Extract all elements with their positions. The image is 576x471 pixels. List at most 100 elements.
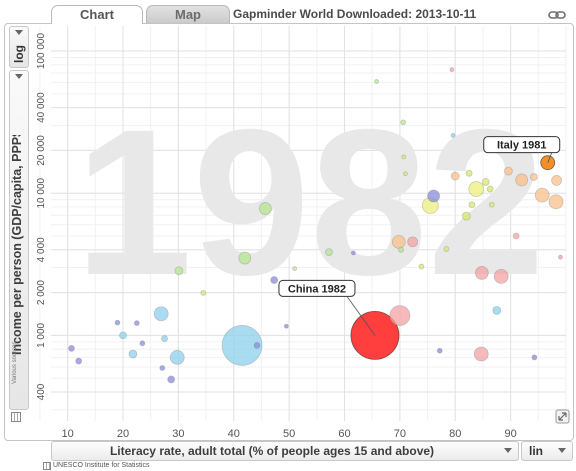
country-bubble[interactable] [481, 178, 490, 186]
bubble-label-text: China 1982 [288, 283, 346, 295]
country-bubble[interactable] [238, 251, 252, 265]
country-bubble[interactable] [449, 67, 455, 73]
country-bubble[interactable] [75, 357, 83, 365]
y-tick-label: 40 000 [36, 92, 47, 123]
country-bubble[interactable] [558, 254, 563, 260]
country-bubble[interactable] [461, 211, 471, 221]
country-bubble[interactable] [407, 236, 419, 248]
country-bubble[interactable] [283, 323, 289, 329]
country-bubble[interactable] [221, 325, 263, 366]
country-bubble[interactable] [515, 173, 529, 187]
country-bubble[interactable] [119, 331, 127, 340]
y-scale-down-icon [15, 30, 23, 35]
y-axis-indicator-selector[interactable] [9, 70, 29, 410]
country-bubble[interactable] [159, 365, 166, 371]
country-bubble[interactable] [450, 133, 456, 138]
x-scale-toggle[interactable]: lin [521, 441, 573, 461]
country-bubble[interactable] [534, 187, 550, 203]
country-bubble[interactable] [512, 232, 520, 240]
country-bubble[interactable] [161, 335, 168, 342]
country-bubble[interactable] [418, 263, 425, 270]
country-bubble[interactable] [465, 169, 473, 177]
country-bubble[interactable] [488, 201, 495, 208]
country-bubble[interactable] [68, 345, 75, 352]
country-bubble[interactable] [403, 171, 408, 177]
country-bubble[interactable] [427, 189, 441, 203]
country-bubble[interactable] [292, 266, 298, 271]
x-axis-title: Literacy rate, adult total (% of people … [109, 444, 435, 458]
country-bubble[interactable] [253, 342, 261, 349]
x-tick-label: 30 [172, 428, 184, 440]
country-bubble[interactable] [270, 276, 279, 284]
tab-chart[interactable]: Chart [51, 5, 143, 24]
tab-map[interactable]: Map [146, 5, 230, 24]
y-scale-toggle[interactable]: log [9, 26, 29, 68]
label-leader-line [547, 152, 553, 163]
country-bubble[interactable] [548, 194, 564, 210]
y-tick-label: 400 [36, 383, 47, 400]
country-bubble[interactable] [551, 175, 562, 186]
country-bubble[interactable] [473, 346, 489, 362]
y-tick-label: 4 000 [36, 237, 47, 262]
y-source-grid-icon[interactable] [11, 412, 21, 422]
country-bubble[interactable] [492, 305, 502, 315]
country-bubble[interactable] [493, 268, 509, 284]
x-tick-label: 80 [449, 428, 461, 440]
x-tick-label: 10 [61, 428, 73, 440]
country-bubble[interactable] [389, 305, 411, 326]
country-bubble[interactable] [443, 246, 450, 252]
country-bubble[interactable] [350, 250, 356, 256]
resize-handle-icon[interactable] [555, 409, 570, 424]
x-tick-label: 20 [117, 428, 129, 440]
country-bubble[interactable] [114, 319, 121, 326]
x-scale-down-icon [558, 448, 566, 453]
country-bubble[interactable] [200, 290, 207, 296]
country-bubble[interactable] [174, 266, 184, 276]
country-bubble[interactable] [468, 201, 476, 209]
country-bubble[interactable] [167, 375, 176, 384]
label-leader-line [346, 296, 376, 336]
bubble-label-box [483, 136, 561, 154]
country-bubble[interactable] [325, 248, 333, 257]
country-bubble[interactable] [529, 173, 538, 181]
country-bubble[interactable] [153, 306, 169, 322]
link-icon[interactable] [548, 8, 566, 20]
country-bubble[interactable] [401, 154, 407, 160]
country-bubble[interactable] [391, 234, 406, 249]
x-tick-label: 40 [228, 428, 240, 440]
country-bubble[interactable] [400, 119, 407, 126]
y-tick-label: 100 000 [36, 33, 47, 70]
country-bubble[interactable] [474, 266, 489, 280]
country-bubble[interactable] [133, 320, 140, 327]
x-tick-label: 50 [283, 428, 295, 440]
y-tick-label: 1 000 [36, 322, 47, 347]
x-axis-down-icon [504, 448, 512, 453]
y-tick-label: 2 000 [36, 280, 47, 305]
country-bubble[interactable] [374, 79, 380, 84]
country-bubble[interactable] [436, 347, 443, 354]
x-tick-labels: 10 20 30 40 50 60 70 80 90 [61, 428, 516, 440]
bubble-label-text: Italy 1981 [497, 140, 547, 152]
country-bubble[interactable] [169, 350, 185, 365]
country-bubble[interactable] [398, 246, 404, 253]
x-tick-label: 70 [394, 428, 406, 440]
x-tick-label: 60 [338, 428, 350, 440]
country-bubble[interactable] [258, 202, 272, 215]
country-bubble[interactable] [486, 185, 494, 193]
country-bubble[interactable] [128, 349, 138, 359]
country-bubble[interactable] [504, 166, 513, 176]
y-tick-label: 20 000 [36, 135, 47, 166]
country-bubble[interactable] [531, 354, 538, 361]
y-tick-label: 10 000 [36, 177, 47, 208]
country-bubble[interactable] [450, 171, 460, 181]
bubble-labels: Italy 1981 China 1982 [278, 136, 561, 336]
x-source-grid-icon[interactable] [43, 462, 51, 470]
x-axis-indicator-selector[interactable]: Literacy rate, adult total (% of people … [51, 441, 519, 461]
country-bubble[interactable] [139, 340, 146, 347]
country-bubble[interactable] [468, 181, 485, 197]
bubble-label-box [278, 279, 356, 297]
source-title: Gapminder World Downloaded: 2013-10-11 [233, 7, 477, 21]
y-tick-labels: 400 1 000 2 000 4 000 10 000 20 000 40 000 100 … [36, 33, 47, 401]
x-tick-label: 90 [504, 428, 516, 440]
